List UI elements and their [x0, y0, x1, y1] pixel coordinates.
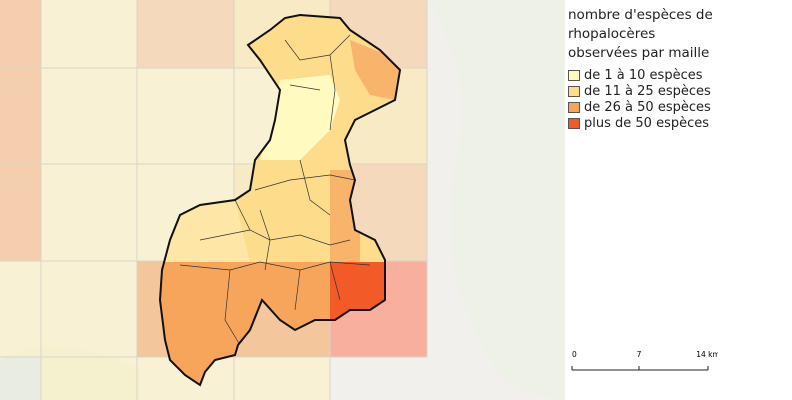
scale-label: 7: [637, 350, 642, 359]
legend-title: nombre d'espèces de rhopalocères observées…: [568, 6, 788, 63]
map: [0, 0, 565, 400]
legend-item: plus de 50 espèces: [568, 115, 788, 131]
legend-items: de 1 à 10 espèces de 11 à 25 espèces de 26…: [568, 67, 788, 131]
legend-title-line: rhopalocères: [568, 26, 656, 42]
legend-title-line: nombre d'espèces de: [568, 7, 713, 23]
legend-item: de 1 à 10 espèces: [568, 67, 788, 83]
legend: nombre d'espèces de rhopalocères observées…: [568, 6, 788, 131]
legend-swatch: [568, 101, 580, 113]
legend-label: de 1 à 10 espèces: [584, 67, 703, 83]
legend-label: de 26 à 50 espèces: [584, 99, 711, 115]
scale-bar: 0 7 14 km: [571, 350, 718, 371]
legend-label: plus de 50 espèces: [584, 115, 710, 131]
legend-swatch: [568, 117, 580, 129]
legend-item: de 26 à 50 espèces: [568, 99, 788, 115]
legend-title-line: observées par maille: [568, 45, 710, 61]
legend-swatch: [568, 85, 580, 97]
legend-label: de 11 à 25 espèces: [584, 83, 711, 99]
legend-item: de 11 à 25 espèces: [568, 83, 788, 99]
scale-label: 0: [572, 350, 577, 359]
legend-swatch: [568, 69, 580, 81]
scale-label: 14 km: [696, 350, 718, 359]
